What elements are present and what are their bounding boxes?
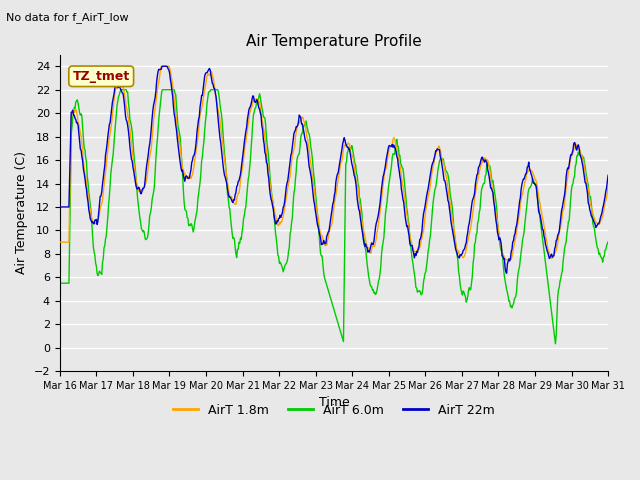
X-axis label: Time: Time	[319, 396, 349, 409]
Text: TZ_tmet: TZ_tmet	[72, 70, 130, 83]
Title: Air Temperature Profile: Air Temperature Profile	[246, 34, 422, 49]
Legend: AirT 1.8m, AirT 6.0m, AirT 22m: AirT 1.8m, AirT 6.0m, AirT 22m	[168, 399, 499, 422]
Text: No data for f_AirT_low: No data for f_AirT_low	[6, 12, 129, 23]
Y-axis label: Air Temperature (C): Air Temperature (C)	[15, 151, 28, 275]
